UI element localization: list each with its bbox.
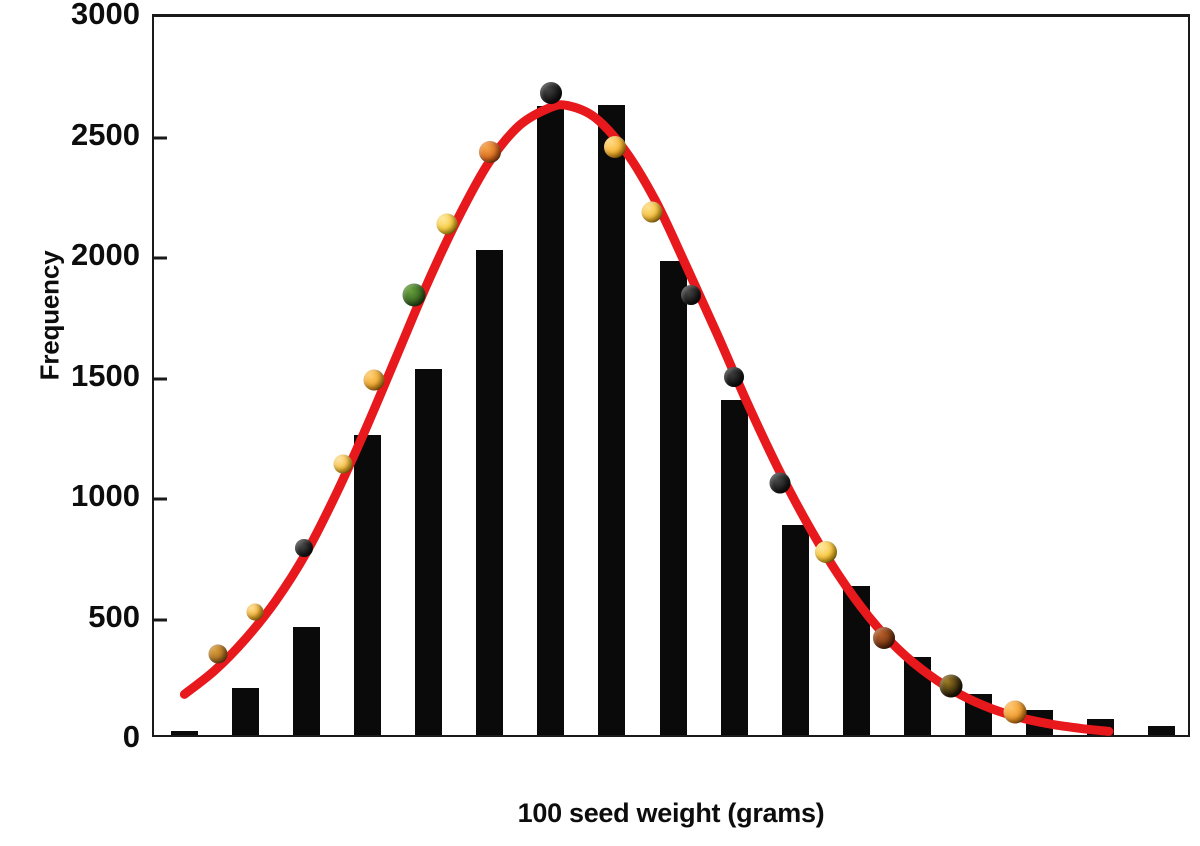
x-axis-tick-labels — [152, 748, 1190, 794]
bar — [537, 106, 565, 735]
plot-area — [152, 14, 1190, 737]
seed-marker — [724, 367, 745, 388]
bar — [598, 105, 626, 735]
bar-series — [154, 17, 1188, 735]
seed-marker — [539, 81, 562, 104]
seed-marker — [478, 140, 501, 163]
normal-fit-curve — [154, 17, 1188, 735]
seed-marker — [681, 285, 702, 306]
seed-marker — [939, 674, 963, 698]
y-tick-label: 500 — [88, 598, 140, 634]
x-axis-label: 100 seed weight (grams) — [517, 798, 825, 828]
seed-marker — [333, 454, 353, 474]
y-tick-label: 3000 — [71, 0, 140, 31]
seed-marker — [872, 626, 895, 649]
seed-marker — [769, 472, 791, 494]
bar — [171, 730, 199, 735]
y-tick-label: 1000 — [71, 478, 140, 513]
bar — [1147, 725, 1175, 735]
bar — [415, 368, 443, 735]
y-tick-mark — [153, 256, 167, 260]
seed-marker — [363, 369, 385, 391]
seed-marker — [208, 644, 228, 664]
bar — [720, 400, 748, 735]
y-tick-label: 2500 — [71, 116, 140, 152]
bar — [232, 687, 260, 735]
y-tick-mark — [153, 136, 167, 139]
seed-marker — [402, 283, 425, 307]
seed-marker — [641, 201, 663, 223]
seed-marker — [246, 603, 264, 621]
bar — [476, 249, 504, 735]
seed-marker — [436, 213, 458, 235]
y-tick-label: 2000 — [71, 237, 140, 272]
y-tick-label: 1500 — [71, 357, 140, 393]
bar — [293, 626, 321, 735]
seed-marker — [1003, 700, 1027, 724]
seed-marker — [603, 136, 626, 159]
y-tick-mark — [153, 618, 167, 621]
bar — [781, 525, 809, 735]
y-tick-label: 0 — [122, 719, 140, 754]
y-tick-mark — [153, 377, 167, 380]
y-tick-mark — [153, 497, 167, 501]
bar — [659, 261, 687, 735]
seed-marker — [294, 539, 313, 558]
seed-marker — [814, 541, 837, 564]
bar — [354, 435, 382, 735]
